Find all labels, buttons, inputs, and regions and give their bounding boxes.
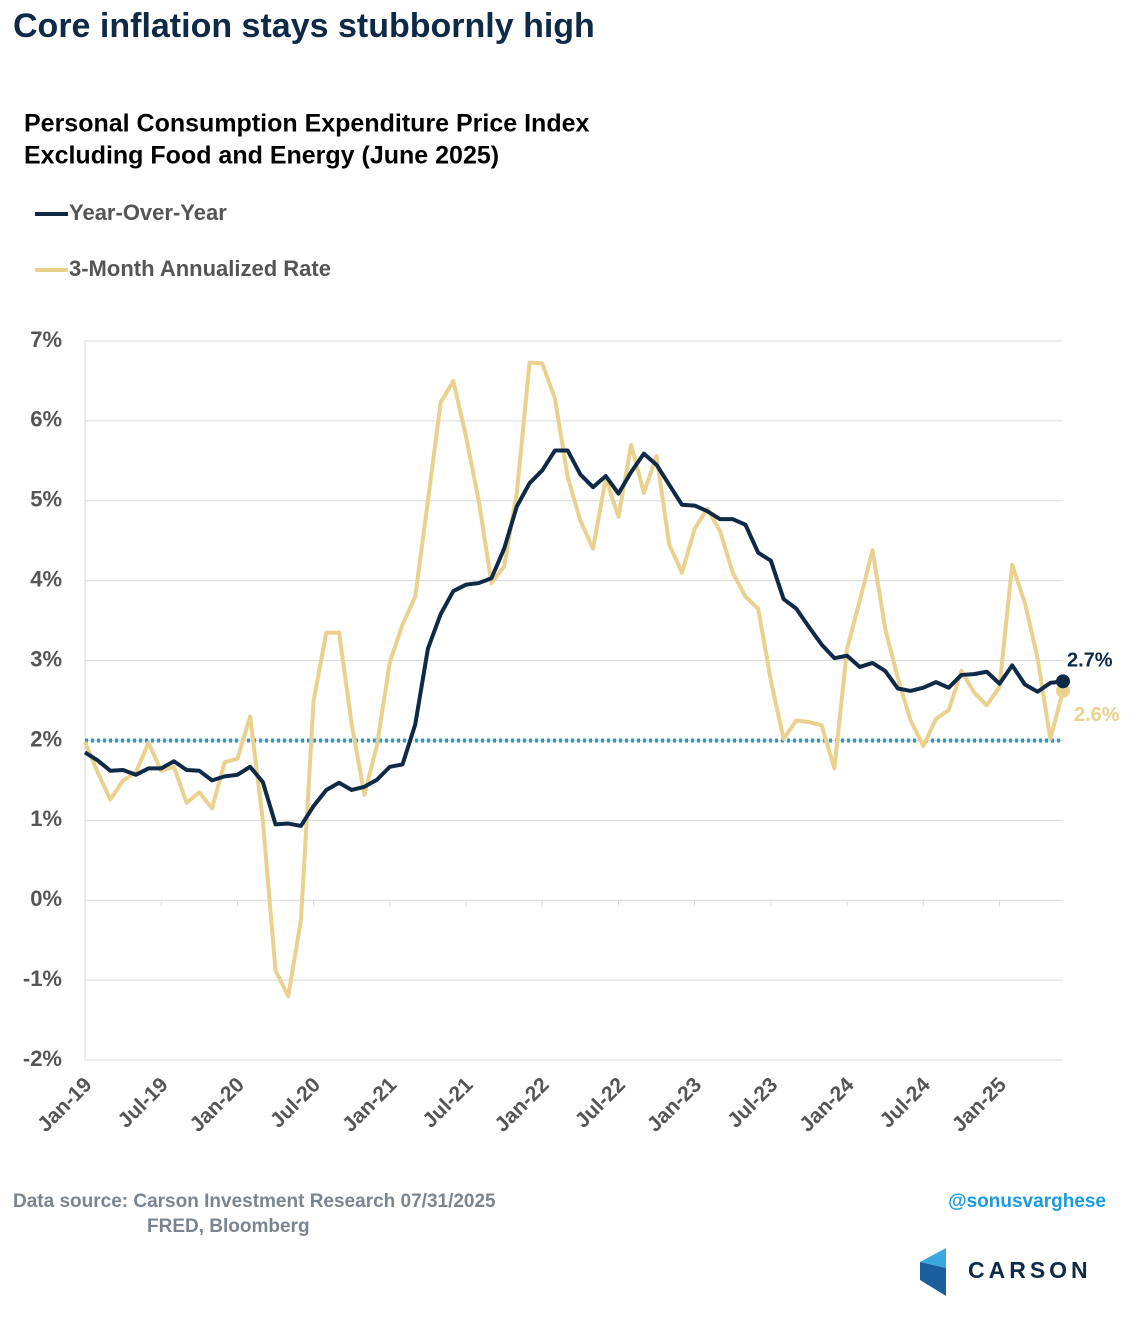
source: FRED, Bloomberg [147,1216,310,1237]
y-tick-label: 5% [30,487,62,512]
x-tick-label: Jan-22 [490,1073,553,1136]
x-tick-label: Jan-23 [643,1073,706,1136]
y-tick-label: 7% [30,327,62,352]
x-tick-label: Jul-22 [571,1073,630,1132]
y-tick-label: 0% [30,886,62,911]
x-tick-label: Jul-21 [418,1073,477,1132]
y-tick-label: -1% [23,966,62,991]
x-tick-label: Jul-24 [876,1073,935,1132]
source: Data source: Carson Investment Research … [13,1191,496,1212]
logo: CARSON [920,1248,1092,1296]
brand: CARSON [968,1257,1092,1283]
subtitle: Personal Consumption Expenditure Price I… [24,110,589,138]
y-tick-label: -2% [23,1046,62,1071]
legend-label: Year-Over-Year [69,200,227,225]
subtitle: Excluding Food and Energy (June 2025) [24,142,499,170]
end-label: 2.7% [1067,650,1113,672]
y-tick-label: 4% [30,566,62,591]
legend-label: 3-Month Annualized Rate [69,256,331,281]
x-tick-label: Jul-23 [723,1073,782,1132]
chart-title: Core inflation stays stubbornly high [13,7,595,45]
end-point [1056,683,1070,698]
x-tick-label: Jan-20 [186,1073,249,1136]
handle: @sonusvarghese [948,1191,1106,1212]
end-point [1056,674,1070,689]
y-tick-label: 2% [30,726,62,751]
x-tick-label: Jan-19 [33,1073,96,1136]
y-tick-label: 6% [30,407,62,432]
y-tick-label: 3% [30,646,62,671]
y-tick-label: 1% [30,806,62,831]
x-tick-label: Jul-19 [113,1073,172,1132]
x-tick-label: Jul-20 [266,1073,325,1132]
x-tick-label: Jan-25 [948,1073,1012,1137]
end-label: 2.6% [1074,704,1120,726]
series-line [83,448,1064,828]
x-tick-label: Jan-21 [338,1073,402,1137]
x-tick-label: Jan-24 [795,1073,859,1137]
series-line [83,360,1065,999]
